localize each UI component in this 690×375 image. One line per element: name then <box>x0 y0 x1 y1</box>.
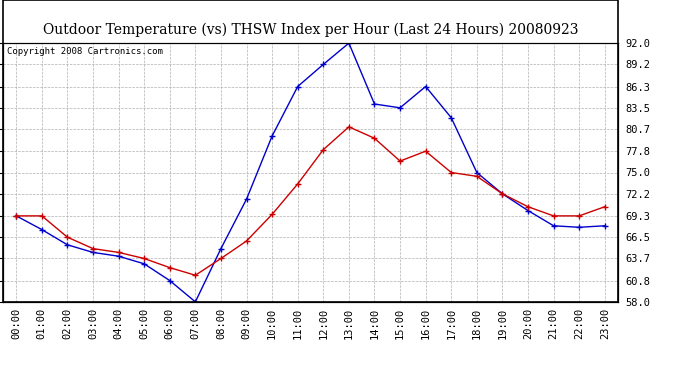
Text: Copyright 2008 Cartronics.com: Copyright 2008 Cartronics.com <box>6 47 162 56</box>
Text: Outdoor Temperature (vs) THSW Index per Hour (Last 24 Hours) 20080923: Outdoor Temperature (vs) THSW Index per … <box>43 22 578 37</box>
